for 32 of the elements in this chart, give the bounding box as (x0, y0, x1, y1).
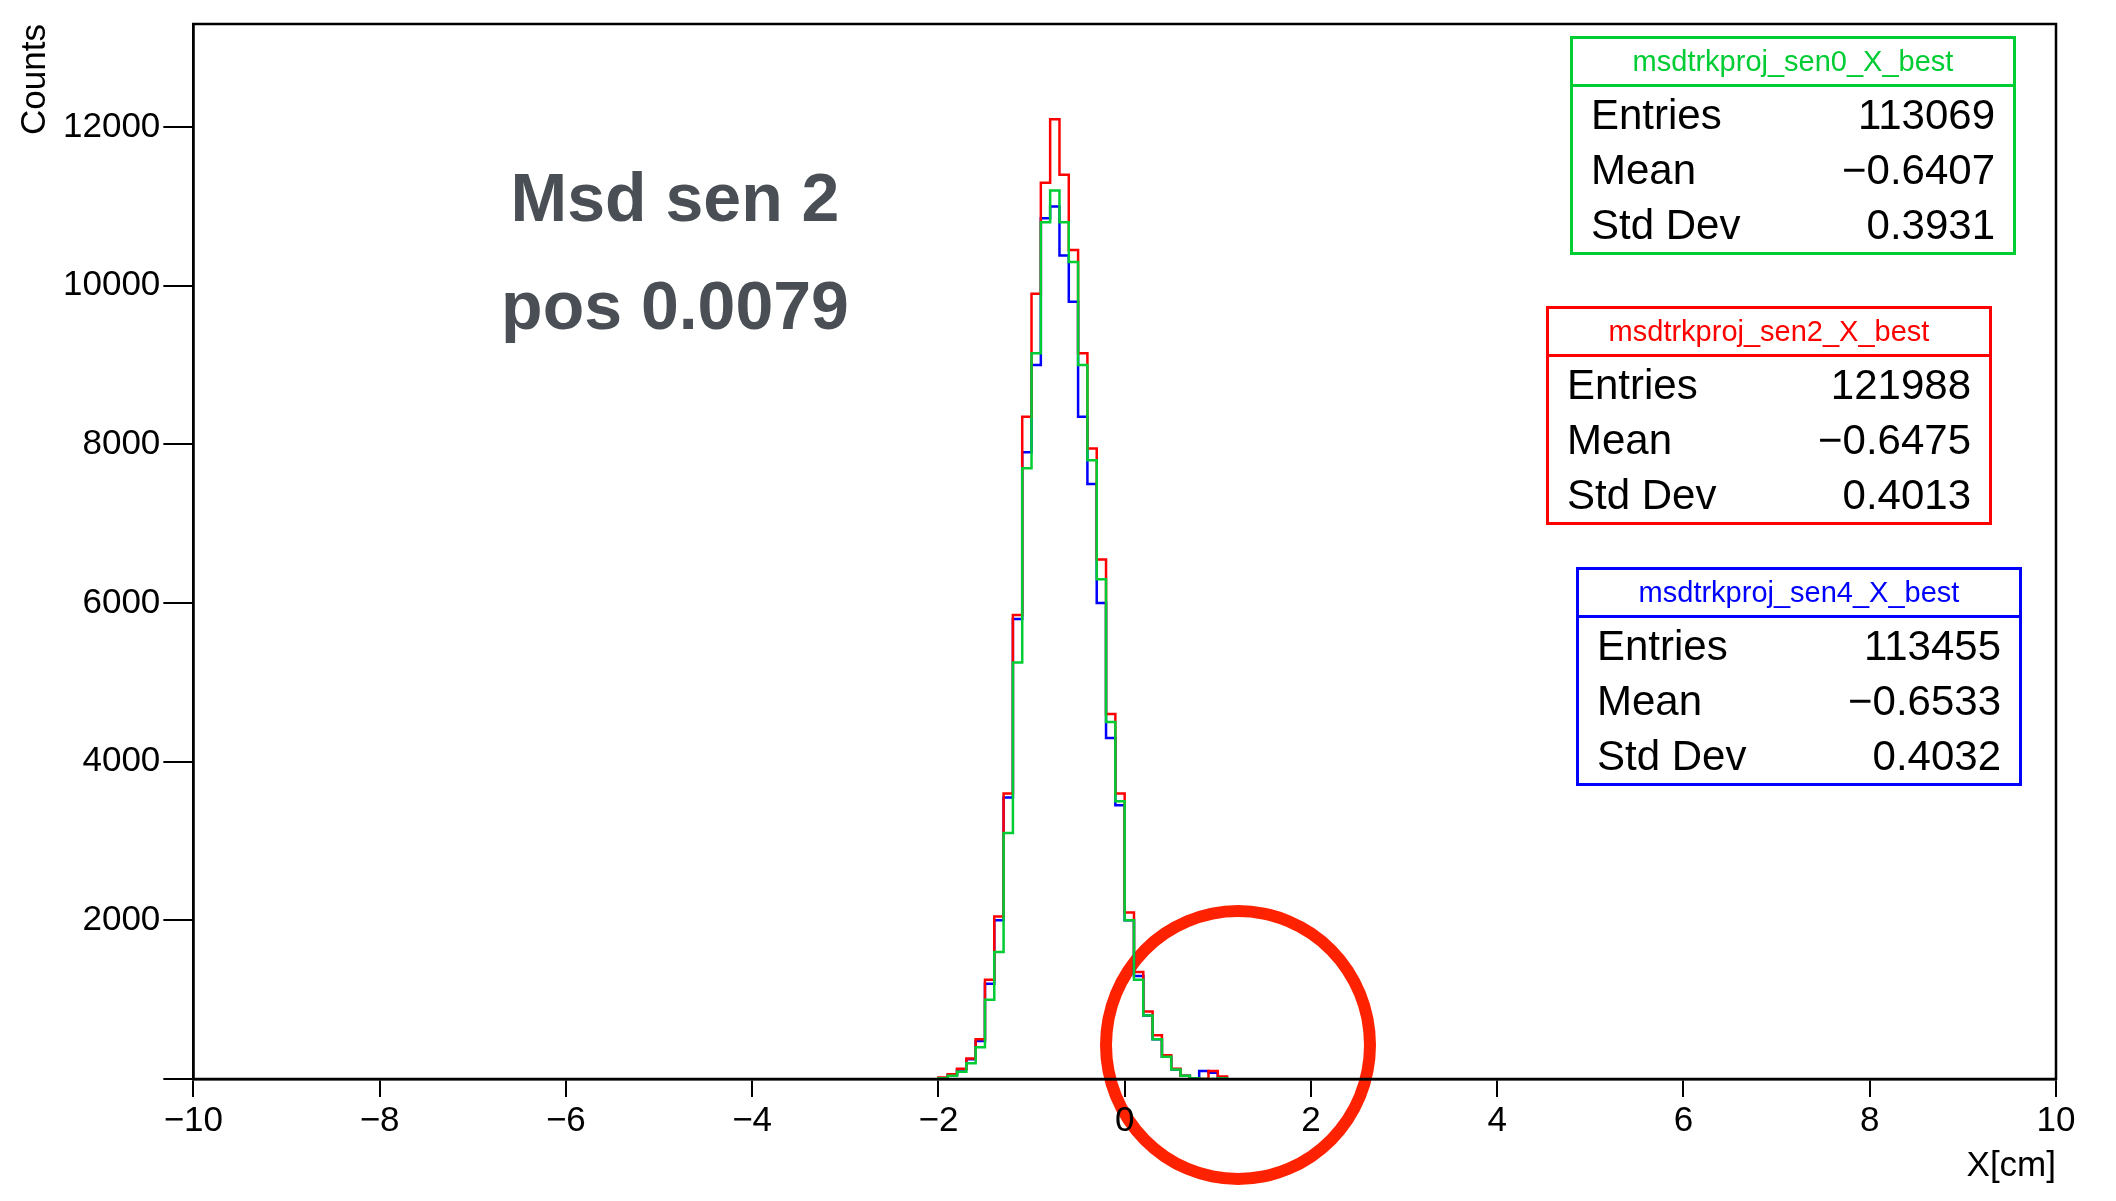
x-tick-label: 10 (2036, 1098, 2076, 1138)
x-tick-label: −6 (545, 1098, 586, 1138)
y-axis-title: Counts (12, 24, 52, 135)
y-tick-label: 8000 (82, 422, 161, 462)
x-tick-label: 6 (1673, 1098, 1694, 1138)
x-tick-label: −8 (359, 1098, 400, 1138)
x-tick-label: −2 (918, 1098, 959, 1138)
text: msdtrkproj_sen2_X_best (1549, 309, 1989, 357)
x-tick-label: 2 (1301, 1098, 1321, 1138)
text: Std Dev 0.4013 (1567, 471, 1971, 518)
text: Mean −0.6407 (1591, 146, 1995, 193)
text: msdtrkproj_sen0_X_best (1573, 39, 2013, 87)
x-tick-label: 8 (1860, 1098, 1880, 1138)
x-tick-label: −4 (732, 1098, 773, 1138)
y-tick-label: 6000 (82, 580, 161, 620)
text: Entries 113455 (1597, 622, 2001, 669)
y-tick-label: 4000 (82, 739, 161, 779)
x-tick-label: −10 (163, 1098, 224, 1138)
text: Std Dev 0.4032 (1597, 732, 2001, 779)
annotation: pos 0.0079 (500, 266, 850, 344)
text: Mean −0.6475 (1567, 416, 1971, 463)
text: Std Dev 0.3931 (1591, 201, 1995, 248)
x-axis-title: X[cm] (1966, 1143, 2056, 1183)
text: Entries 121988 (1567, 361, 1971, 408)
text: Mean −0.6533 (1597, 677, 2001, 724)
y-tick-label: 2000 (82, 898, 161, 938)
text: Entries 113069 (1591, 91, 1995, 138)
y-tick-label: 12000 (63, 104, 161, 144)
x-tick-label: 4 (1487, 1098, 1507, 1138)
y-tick-label: 10000 (63, 263, 161, 303)
text: msdtrkproj_sen4_X_best (1579, 570, 2019, 618)
annotation: Msd sen 2 (509, 158, 841, 236)
